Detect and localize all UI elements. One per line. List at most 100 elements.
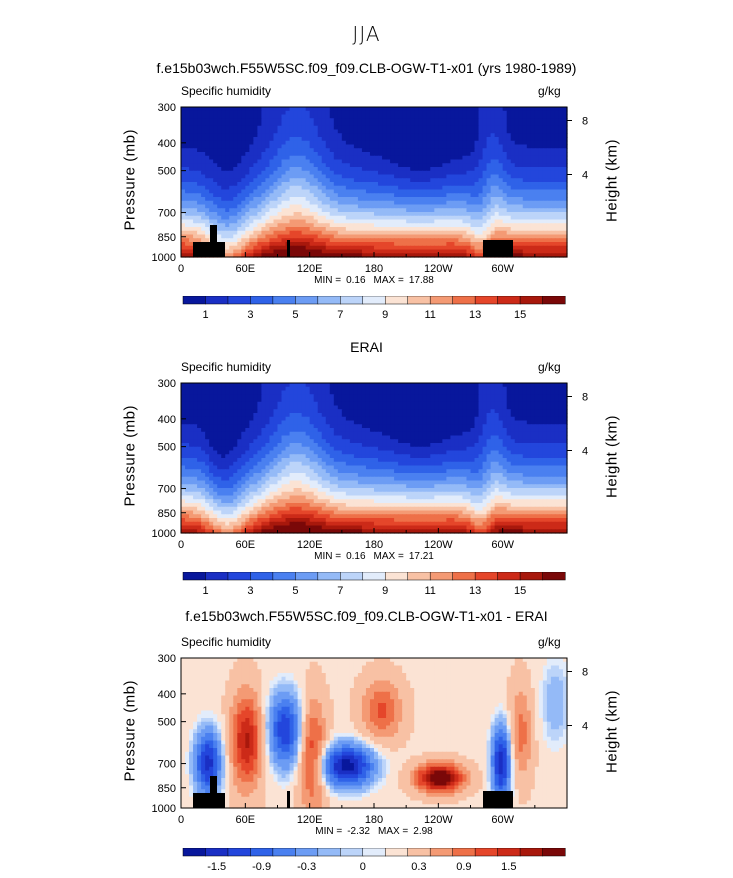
colorbar-label: 3	[247, 585, 253, 597]
colorbar-swatch	[385, 296, 408, 304]
panel-0-x-tick-label: 60W	[491, 263, 514, 275]
panel-2-max-label: MAX =	[378, 826, 408, 837]
colorbar-label: -1.5	[207, 861, 226, 873]
panel-1-x-tick-label: 120W	[424, 539, 453, 551]
panel-0-max-value: 17.88	[409, 275, 434, 286]
colorbar-label: 0	[360, 861, 366, 873]
panel-0-y-tick-label: 400	[158, 138, 176, 150]
panel-0-y-tick-label: 850	[158, 232, 176, 244]
colorbar-label: -0.9	[252, 861, 271, 873]
colorbar-swatch	[408, 848, 431, 856]
panel-2-min-label: MIN =	[315, 826, 342, 837]
panel-2-x-tick-label: 60E	[236, 814, 256, 826]
panel-1-y-tick-label: 500	[158, 442, 176, 454]
panel-1-y-tick-label: 700	[158, 484, 176, 496]
colorbar-label: 11	[424, 309, 435, 321]
colorbar-swatch	[498, 848, 521, 856]
panel-1-max-value: 17.21	[409, 551, 434, 562]
colorbar-swatch	[318, 848, 341, 856]
panel-1-y2-tick-label: 4	[582, 446, 588, 458]
colorbar-label: 5	[292, 585, 298, 597]
panel-1-title: ERAI	[0, 339, 733, 355]
colorbar-label: 1	[202, 585, 208, 597]
colorbar-swatch	[475, 848, 498, 856]
colorbar-swatch	[340, 296, 363, 304]
panel-2-y2-tick-label: 4	[582, 721, 588, 733]
panel-1-units-label: g/kg	[538, 360, 561, 374]
panel-0-x-tick-label: 180	[365, 263, 383, 275]
colorbar-swatch	[273, 572, 296, 580]
panel-2-x-tick-label: 180	[365, 814, 383, 826]
colorbar-swatch	[273, 296, 296, 304]
panel-2-y2-tick-label: 8	[582, 667, 588, 679]
panel-0-y2-tick-label: 4	[582, 170, 588, 182]
panel-1-y-tick-label: 300	[158, 378, 176, 390]
colorbar-swatch	[453, 296, 476, 304]
panel-1-max-label: MAX =	[374, 551, 404, 562]
panel-0-title: f.e15b03wch.F55W5SC.f09_f09.CLB-OGW-T1-x…	[0, 60, 733, 76]
colorbar-label: 0.3	[411, 861, 426, 873]
panel-2-x-tick-label: 120W	[424, 814, 453, 826]
colorbar-swatch	[385, 572, 408, 580]
panel-2-y-tick-label: 300	[158, 653, 176, 665]
colorbar-swatch	[408, 296, 431, 304]
panel-2-y-tick-label: 700	[158, 759, 176, 771]
figure-title: JJA	[0, 22, 733, 46]
panel-0-x-tick-label: 120E	[297, 263, 323, 275]
colorbar-swatch	[363, 296, 386, 304]
panel-2-y-tick-label: 1000	[152, 803, 176, 815]
colorbar-swatch	[498, 296, 521, 304]
colorbar-swatch	[318, 572, 341, 580]
colorbar-swatch	[408, 572, 431, 580]
panel-2-field	[181, 658, 568, 809]
colorbar-swatch	[318, 296, 341, 304]
panel-1-min-value: 0.16	[346, 551, 366, 562]
panel-1-x-tick-label: 60W	[491, 539, 514, 551]
colorbar-swatch	[453, 848, 476, 856]
colorbar-swatch	[475, 572, 498, 580]
panel-0-min-label: MIN =	[314, 275, 341, 286]
colorbar-swatch	[430, 296, 453, 304]
colorbar-swatch	[520, 848, 543, 856]
colorbar-label: 9	[382, 585, 388, 597]
colorbar-swatch	[228, 848, 251, 856]
colorbar-label: 3	[247, 309, 253, 321]
panel-1-y-tick-label: 1000	[152, 528, 176, 540]
panel-0-y2-tick-label: 8	[582, 116, 588, 128]
colorbar-swatch	[385, 848, 408, 856]
colorbar-label: 7	[337, 309, 343, 321]
colorbar-swatch	[295, 848, 318, 856]
panel-2-x-tick-label: 120E	[297, 814, 323, 826]
colorbar-swatch	[340, 572, 363, 580]
colorbar-swatch	[228, 296, 251, 304]
colorbar-label: 11	[424, 585, 435, 597]
panel-1-x-tick-label: 180	[365, 539, 383, 551]
panel-1-min-max: MIN = 0.16 MAX = 17.21	[314, 551, 434, 562]
panel-1-y2-tick-label: 8	[582, 392, 588, 404]
panel-1-min-label: MIN =	[314, 551, 341, 562]
panel-0-units-label: g/kg	[538, 84, 561, 98]
colorbar-swatch	[498, 572, 521, 580]
panel-0-y-tick-label: 700	[158, 208, 176, 220]
panel-0-field	[181, 107, 568, 258]
panel-0-x-tick-label: 0	[178, 263, 184, 275]
colorbar-swatch	[183, 296, 206, 304]
panel-1-variable-label: Specific humidity	[181, 360, 271, 374]
colorbar-label: 1.5	[501, 861, 516, 873]
colorbar-swatch	[250, 296, 273, 304]
colorbar-swatch	[520, 572, 543, 580]
panel-0-x-tick-label: 120W	[424, 263, 453, 275]
colorbar-swatch	[520, 296, 543, 304]
colorbar-swatch	[228, 572, 251, 580]
colorbar-swatch	[475, 296, 498, 304]
panel-0-variable-label: Specific humidity	[181, 84, 271, 98]
colorbar-swatch	[183, 848, 206, 856]
panel-1-x-tick-label: 0	[178, 539, 184, 551]
panel-2-y-tick-label: 500	[158, 717, 176, 729]
panel-0-max-label: MAX =	[374, 275, 404, 286]
